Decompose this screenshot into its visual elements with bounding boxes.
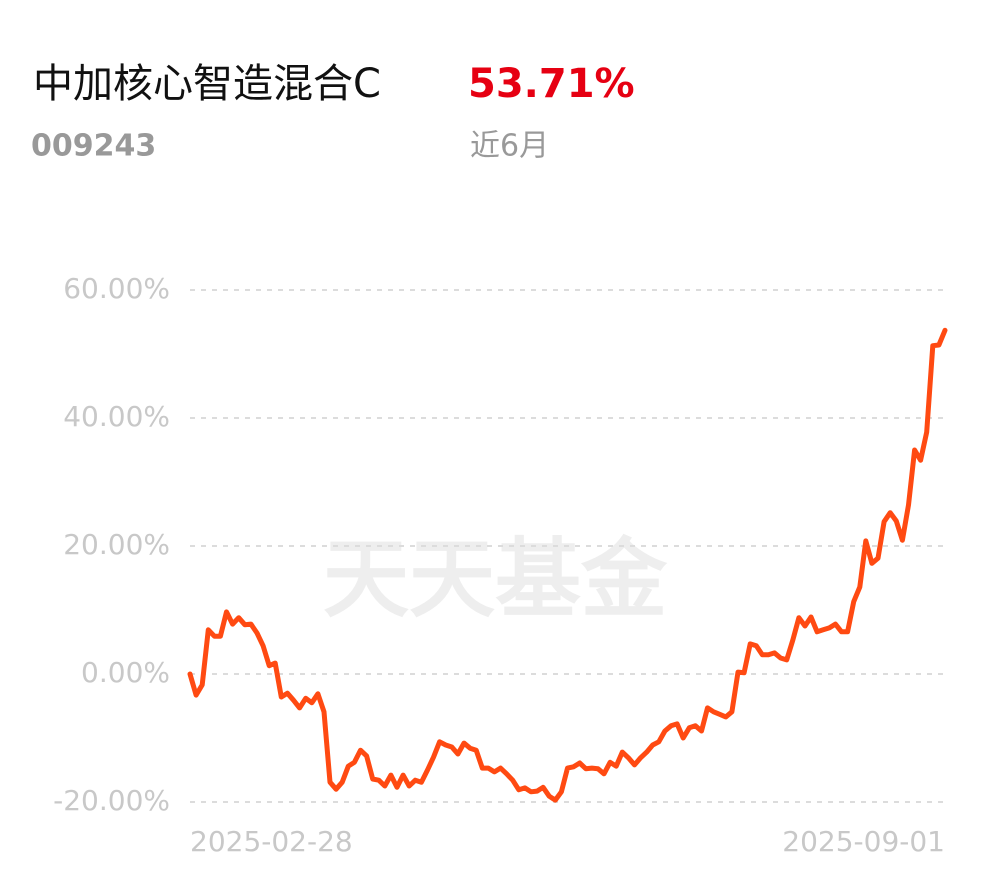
y-tick-label: 0.00% bbox=[81, 656, 170, 689]
x-tick-label: 2025-09-01 bbox=[782, 825, 945, 858]
watermark: 天天基金 bbox=[323, 529, 668, 629]
y-tick-label: 40.00% bbox=[63, 400, 170, 433]
y-tick-label: -20.00% bbox=[53, 784, 170, 817]
y-tick-label: 60.00% bbox=[63, 272, 170, 305]
fund-name: 中加核心智造混合C bbox=[33, 61, 381, 107]
period-label: 近6月 bbox=[470, 129, 549, 164]
return-value: 53.71% bbox=[468, 61, 635, 107]
y-tick-label: 20.00% bbox=[63, 528, 170, 561]
line bbox=[187, 327, 948, 803]
x-tick-label: 2025-02-28 bbox=[190, 825, 353, 858]
fund-code: 009243 bbox=[31, 129, 156, 164]
